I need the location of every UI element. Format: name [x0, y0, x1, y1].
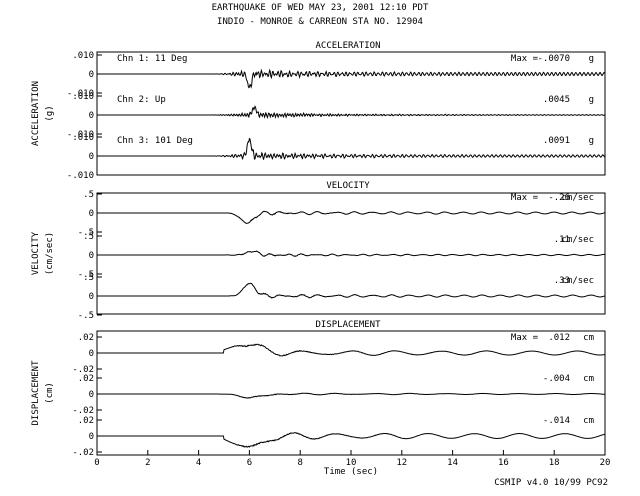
- panel-title-acc: ACCELERATION: [315, 41, 380, 51]
- max-unit-vel-1: cm/sec: [561, 235, 594, 245]
- y-tick-label-acc-0-1: 0: [89, 70, 94, 80]
- trace-vel-1: [97, 250, 606, 258]
- max-value-acc-2: .0091: [543, 136, 570, 146]
- max-unit-acc-2: g: [589, 136, 594, 146]
- y-tick-label-dis-1-0: .02: [78, 374, 94, 384]
- y-tick-label-dis-1-2: -.02: [72, 406, 94, 416]
- max-value-acc-0: -.0070: [537, 54, 570, 64]
- y-tick-label-acc-2-1: 0: [89, 152, 94, 162]
- footer-credit: CSMIP v4.0 10/99 PC92: [494, 478, 608, 488]
- max-value-vel-2: .33: [554, 276, 570, 286]
- y-tick-label-dis-2-1: 0: [89, 432, 94, 442]
- max-value-dis-2: -.014: [543, 416, 570, 426]
- y-tick-label-vel-1-2: -.5: [78, 270, 94, 280]
- y-tick-label-vel-2-0: .5: [83, 273, 94, 283]
- max-prefix-vel: Max =: [511, 193, 539, 203]
- y-unit-label-vel: (cm/sec): [45, 232, 55, 275]
- x-axis-label: Time (sec): [324, 467, 378, 477]
- x-tick-label-2: 4: [196, 458, 201, 468]
- y-axis-label-dis: DISPLACEMENT: [31, 360, 41, 426]
- y-tick-label-acc-2-0: .010: [72, 133, 94, 143]
- y-tick-label-vel-0-0: .5: [83, 190, 94, 200]
- y-unit-label-acc: (g): [45, 105, 55, 121]
- x-tick-label-3: 6: [247, 458, 252, 468]
- y-tick-label-vel-0-2: -.5: [78, 228, 94, 238]
- y-axis-label-vel: VELOCITY: [31, 231, 41, 275]
- x-tick-label-4: 8: [297, 458, 302, 468]
- y-tick-label-dis-2-2: -.02: [72, 448, 94, 458]
- trace-vel-2: [97, 282, 606, 299]
- max-value-dis-0: .012: [548, 333, 570, 343]
- y-axis-label-acc: ACCELERATION: [31, 81, 41, 146]
- y-tick-label-dis-2-0: .02: [78, 416, 94, 426]
- x-tick-label-10: 20: [600, 458, 611, 468]
- max-unit-dis-2: cm: [583, 416, 594, 426]
- panel-frame-vel: [96, 192, 606, 315]
- y-unit-label-dis: (cm): [45, 382, 55, 404]
- trace-acc-0: [97, 68, 606, 89]
- max-unit-vel-2: cm/sec: [561, 276, 594, 286]
- max-unit-acc-1: g: [589, 95, 594, 105]
- panel-frame-acc: [96, 51, 606, 176]
- trace-dis-1: [97, 392, 605, 399]
- trace-acc-1: [97, 105, 606, 119]
- max-prefix-acc: Max =: [511, 54, 539, 64]
- x-tick-label-9: 18: [549, 458, 560, 468]
- y-tick-label-vel-1-0: .5: [83, 232, 94, 242]
- max-unit-acc-0: g: [589, 54, 594, 64]
- max-unit-vel-0: cm/sec: [561, 193, 594, 203]
- x-tick-label-5: 10: [346, 458, 357, 468]
- panel-title-dis: DISPLACEMENT: [315, 320, 381, 330]
- y-tick-label-acc-0-2: -.010: [67, 89, 94, 99]
- max-unit-dis-1: cm: [583, 374, 594, 384]
- y-tick-label-vel-1-1: 0: [89, 251, 94, 261]
- y-tick-label-dis-1-1: 0: [89, 390, 94, 400]
- channel-label-0: Chn 1: 11 Deg: [117, 54, 187, 64]
- max-value-dis-1: -.004: [543, 374, 570, 384]
- record-title: EARTHQUAKE OF WED MAY 23, 2001 12:10 PDT: [212, 3, 429, 13]
- x-tick-label-8: 16: [498, 458, 509, 468]
- panel-title-vel: VELOCITY: [326, 181, 370, 191]
- channel-label-1: Chn 2: Up: [117, 95, 166, 105]
- max-value-vel-0: -.26: [548, 193, 570, 203]
- y-tick-label-acc-2-2: -.010: [67, 171, 94, 181]
- max-value-vel-1: .11: [554, 235, 570, 245]
- y-tick-label-acc-1-1: 0: [89, 111, 94, 121]
- x-tick-label-6: 12: [396, 458, 407, 468]
- y-tick-label-vel-2-2: -.5: [78, 311, 94, 321]
- max-unit-dis-0: cm: [583, 333, 594, 343]
- y-tick-label-vel-0-1: 0: [89, 209, 94, 219]
- station-label: INDIO - MONROE & CARREON STA NO. 12904: [217, 17, 423, 27]
- y-tick-label-acc-1-0: .010: [72, 92, 94, 102]
- y-tick-label-dis-0-1: 0: [89, 349, 94, 359]
- max-prefix-dis: Max =: [511, 333, 539, 343]
- y-tick-label-vel-2-1: 0: [89, 292, 94, 302]
- x-tick-label-1: 2: [145, 458, 150, 468]
- y-tick-label-acc-1-2: -.010: [67, 130, 94, 140]
- y-tick-label-acc-0-0: .010: [72, 51, 94, 61]
- trace-dis-2: [97, 432, 606, 448]
- trace-dis-0: [97, 343, 606, 357]
- max-value-acc-1: .0045: [543, 95, 570, 105]
- y-tick-label-dis-0-2: -.02: [72, 365, 94, 375]
- y-tick-label-dis-0-0: .02: [78, 333, 94, 343]
- trace-acc-2: [97, 137, 606, 161]
- trace-vel-0: [97, 210, 606, 224]
- channel-label-2: Chn 3: 101 Deg: [117, 136, 193, 146]
- x-tick-label-0: 0: [94, 458, 99, 468]
- x-tick-label-7: 14: [447, 458, 458, 468]
